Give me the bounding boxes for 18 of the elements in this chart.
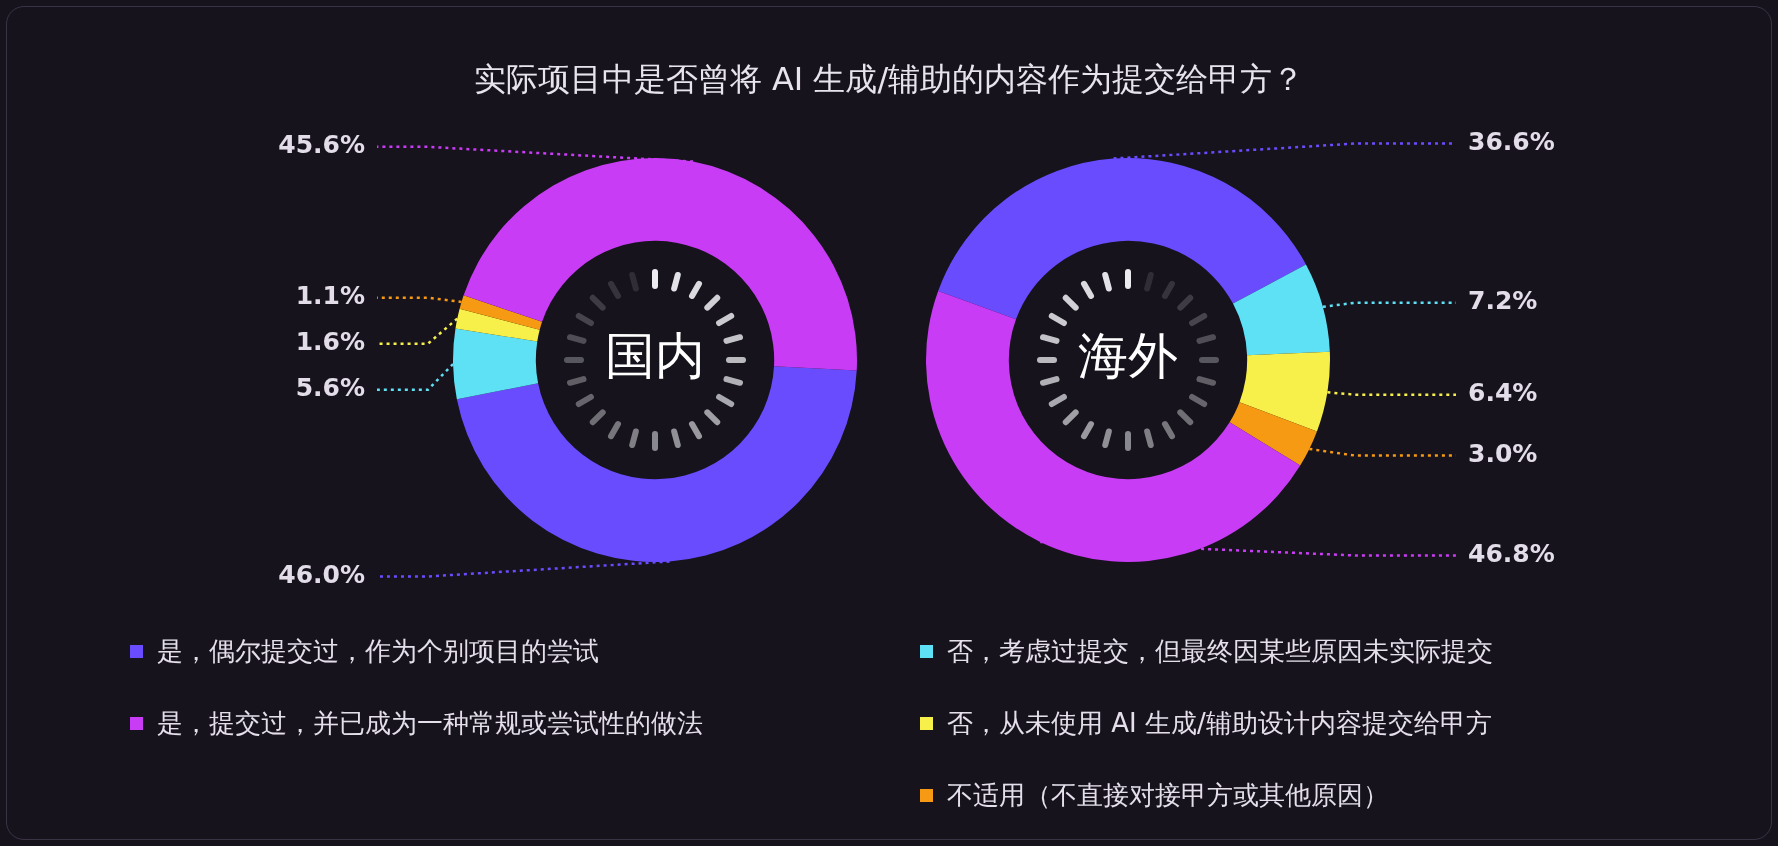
legend-label: 是，提交过，并已成为一种常规或尝试性的做法 (157, 706, 703, 740)
text: 海外 (1078, 326, 1178, 385)
data-label: 3.0% (1468, 439, 1538, 469)
data-label: 7.2% (1468, 286, 1538, 316)
data-label: 5.6% (295, 373, 365, 403)
legend-label: 否，考虑过提交，但最终因某些原因未实际提交 (947, 634, 1493, 668)
data-label: 1.1% (295, 281, 365, 311)
data-label: 46.8% (1468, 538, 1555, 568)
data-label: 1.6% (295, 327, 365, 357)
legend-label: 是，偶尔提交过，作为个别项目的尝试 (157, 634, 599, 668)
chart-title: 实际项目中是否曾将 AI 生成/辅助的内容作为提交给甲方？ (472, 59, 1306, 100)
data-label: 36.6% (1468, 127, 1555, 157)
legend-label: 否，从未使用 AI 生成/辅助设计内容提交给甲方 (947, 706, 1492, 740)
data-label: 46.0% (278, 559, 365, 589)
legend-label: 不适用（不直接对接甲方或其他原因） (947, 778, 1389, 812)
data-label: 6.4% (1468, 378, 1538, 408)
text: 国内 (605, 326, 705, 385)
data-label: 45.6% (278, 130, 365, 160)
